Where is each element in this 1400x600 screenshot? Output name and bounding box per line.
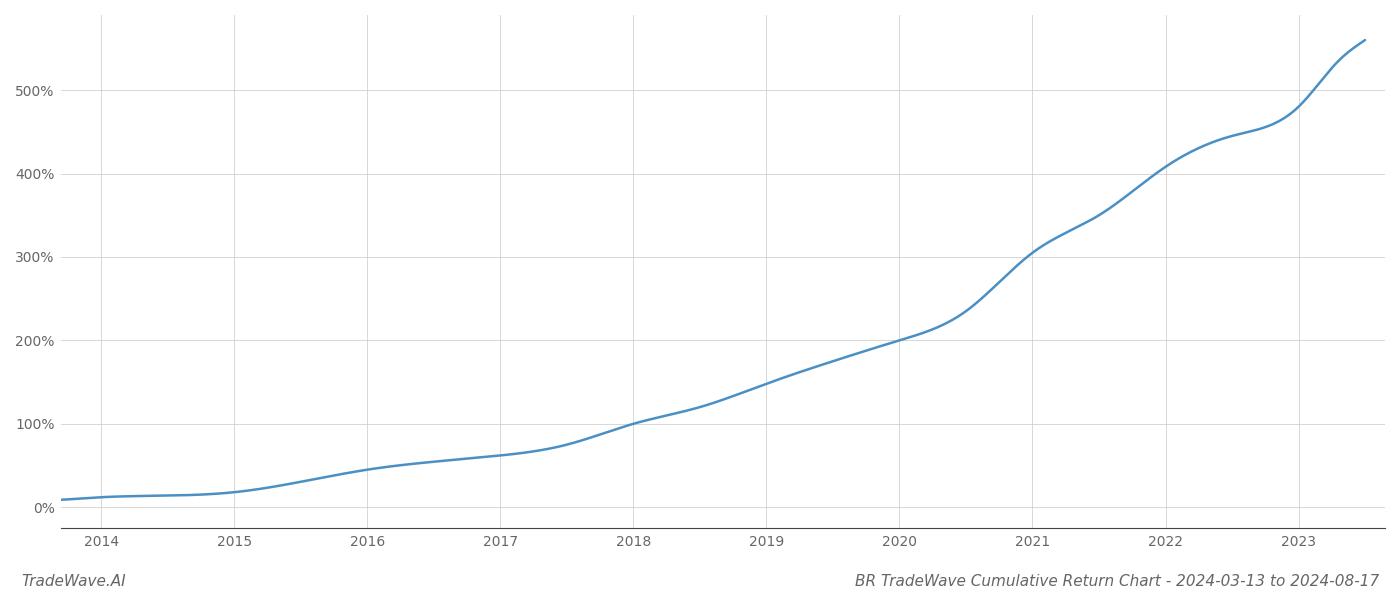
Text: TradeWave.AI: TradeWave.AI [21, 574, 126, 589]
Text: BR TradeWave Cumulative Return Chart - 2024-03-13 to 2024-08-17: BR TradeWave Cumulative Return Chart - 2… [855, 574, 1379, 589]
